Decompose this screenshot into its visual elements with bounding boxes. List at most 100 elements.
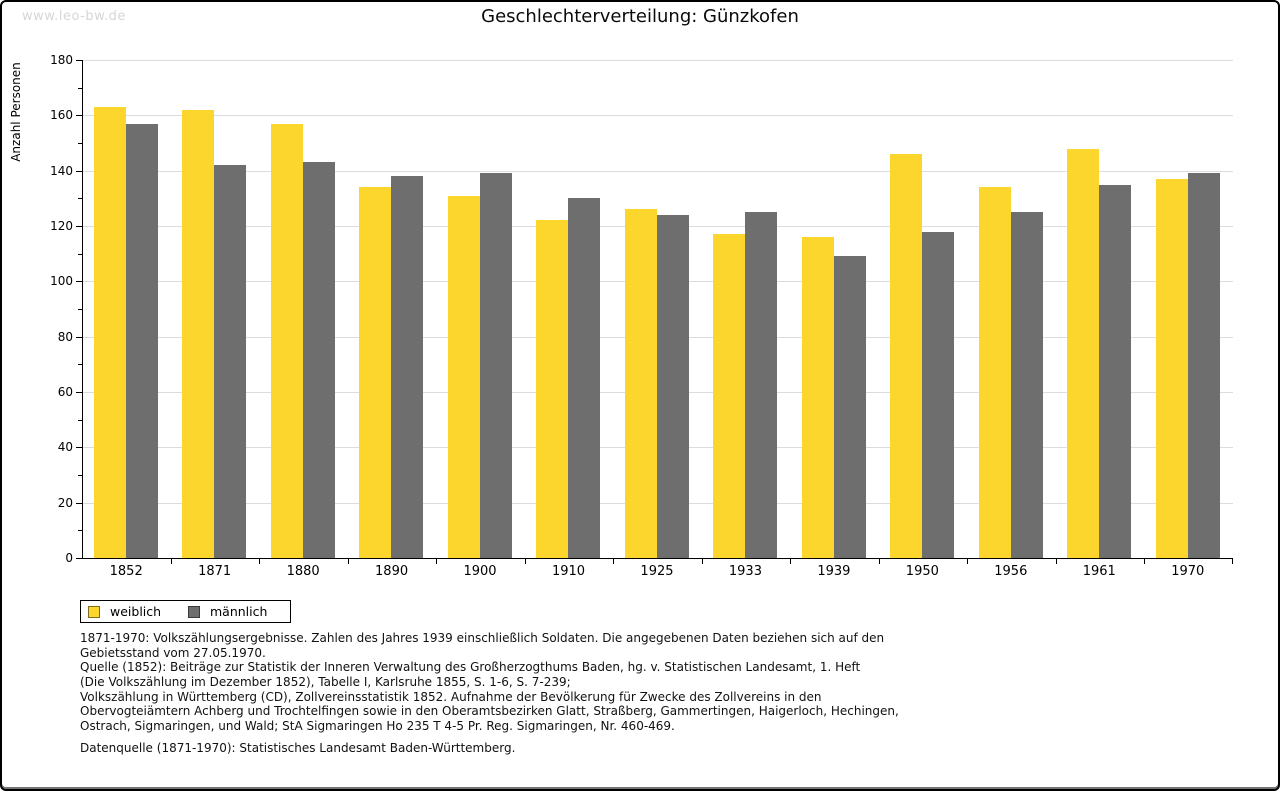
y-tick-label: 100: [50, 274, 73, 289]
x-tick: [790, 559, 792, 564]
bar-weiblich-1852: [94, 107, 126, 558]
plot-area: 0 20 40 60 80 100 120 140 160 180 1852 1871 1880 1890…: [50, 53, 1233, 579]
x-tick: [878, 559, 880, 564]
y-tick-label: 0: [65, 551, 73, 565]
y-major-tick: [76, 392, 82, 393]
x-tick-label: 1950: [905, 564, 939, 579]
y-minor-tick: [78, 198, 82, 200]
legend-swatch-weiblich: [88, 605, 100, 618]
x-tick: [701, 559, 703, 564]
source-notes: 1871-1970: Volkszählungsergebnisse. Zahl…: [80, 631, 1210, 756]
y-tick-label: 160: [50, 108, 73, 123]
bar-weiblich-1871: [182, 109, 215, 558]
bar-männlich-1961: [1099, 184, 1132, 558]
footer-spacer: [80, 734, 1210, 741]
x-tick-label: 1871: [198, 564, 232, 579]
legend-item-männlich: männlich: [188, 601, 267, 622]
gridline: [83, 170, 1233, 172]
x-tick-label: 1956: [994, 564, 1028, 579]
x-tick: [1232, 559, 1233, 564]
x-tick-label: 1910: [551, 564, 586, 579]
x-tick-label: 1939: [817, 564, 851, 579]
gridline: [83, 60, 1233, 61]
x-tick: [967, 559, 969, 564]
site-watermark: www.leo-bw.de: [22, 9, 126, 24]
y-major-tick: [76, 502, 82, 504]
y-major-tick: [76, 60, 82, 61]
bar-weiblich-1939: [801, 237, 834, 558]
y-major-tick: [76, 447, 82, 449]
footer-line: Gebietsstand vom 27.05.1970.: [80, 645, 266, 660]
bar-männlich-1871: [214, 165, 247, 558]
legend-label: männlich: [210, 604, 268, 619]
bar-weiblich-1950: [890, 154, 923, 558]
footer-line: Obervogteiämtern Achberg und Trochtelfin…: [80, 704, 899, 719]
y-major-tick: [76, 226, 82, 227]
x-tick: [170, 559, 172, 564]
x-tick-label: 1961: [1082, 564, 1116, 579]
bar-weiblich-1956: [978, 187, 1011, 558]
bar-weiblich-1970: [1155, 178, 1188, 558]
x-tick: [1055, 559, 1057, 564]
legend-label: weiblich: [110, 604, 162, 619]
y-major-tick: [76, 115, 82, 117]
y-minor-tick: [78, 475, 82, 476]
bar-männlich-1950: [922, 231, 955, 558]
y-minor-tick: [78, 253, 82, 255]
x-tick-label: 1925: [640, 564, 674, 579]
y-tick-label: 120: [50, 219, 73, 233]
bar-männlich-1939: [833, 256, 866, 558]
y-minor-tick: [78, 364, 82, 366]
y-tick-label: 80: [57, 329, 73, 344]
x-tick-label: 1852: [109, 564, 143, 579]
y-axis-title: Anzahl Personen: [9, 62, 23, 162]
y-tick-label: 20: [57, 495, 73, 510]
bar-weiblich-1933: [713, 234, 746, 558]
bar-weiblich-1890: [359, 187, 392, 558]
x-tick-label: 1933: [728, 564, 762, 579]
bar-weiblich-1880: [270, 123, 303, 558]
y-tick-label: 180: [50, 53, 73, 67]
y-major-tick: [76, 281, 82, 283]
footer-line: 1871-1970: Volkszählungsergebnisse. Zahl…: [80, 631, 885, 645]
chart-title: Geschlechterverteilung: Günzkofen: [481, 6, 799, 27]
bar-männlich-1956: [1010, 212, 1043, 558]
y-major-tick: [76, 336, 82, 338]
footer-line: Datenquelle (1871-1970): Statistisches L…: [80, 740, 516, 755]
legend-item-weiblich: weiblich: [88, 601, 161, 622]
bar-weiblich-1910: [536, 220, 569, 558]
bar-männlich-1970: [1187, 173, 1220, 558]
bar-männlich-1925: [656, 214, 689, 558]
x-tick: [1144, 559, 1146, 564]
x-tick: [613, 559, 615, 564]
y-minor-tick: [78, 143, 82, 144]
x-tick: [436, 559, 438, 564]
legend: weiblich männlich: [80, 600, 291, 623]
y-minor-tick: [78, 87, 82, 89]
bar-männlich-1933: [745, 212, 778, 558]
footer-line: Ostrach, Sigmaringen, und Wald; StA Sigm…: [80, 719, 675, 734]
bar-männlich-1880: [302, 162, 335, 558]
footer-line: Quelle (1852): Beiträge zur Statistik de…: [80, 660, 861, 675]
bar-weiblich-1900: [447, 195, 480, 558]
bar-männlich-1890: [391, 176, 424, 558]
y-tick-label: 60: [57, 385, 73, 399]
bar-männlich-1900: [479, 173, 512, 558]
x-tick: [259, 559, 261, 564]
y-minor-tick: [78, 530, 82, 532]
legend-swatch-männlich: [188, 605, 200, 618]
x-tick-label: 1890: [375, 564, 409, 579]
y-minor-tick: [78, 419, 82, 421]
bar-männlich-1910: [568, 198, 601, 558]
x-tick: [347, 559, 349, 564]
x-tick-label: 1970: [1171, 564, 1205, 579]
x-tick: [524, 559, 526, 564]
bar-weiblich-1925: [624, 209, 657, 558]
y-major-tick: [76, 170, 82, 172]
footer-line: (Die Volkszählung im Dezember 1852), Tab…: [80, 675, 571, 690]
y-tick-label: 40: [57, 440, 73, 455]
footer-line: Volkszählung in Württemberg (CD), Zollve…: [80, 689, 822, 704]
bar-männlich-1852: [126, 123, 158, 558]
x-tick-label: 1880: [286, 564, 320, 579]
y-minor-tick: [78, 309, 82, 310]
